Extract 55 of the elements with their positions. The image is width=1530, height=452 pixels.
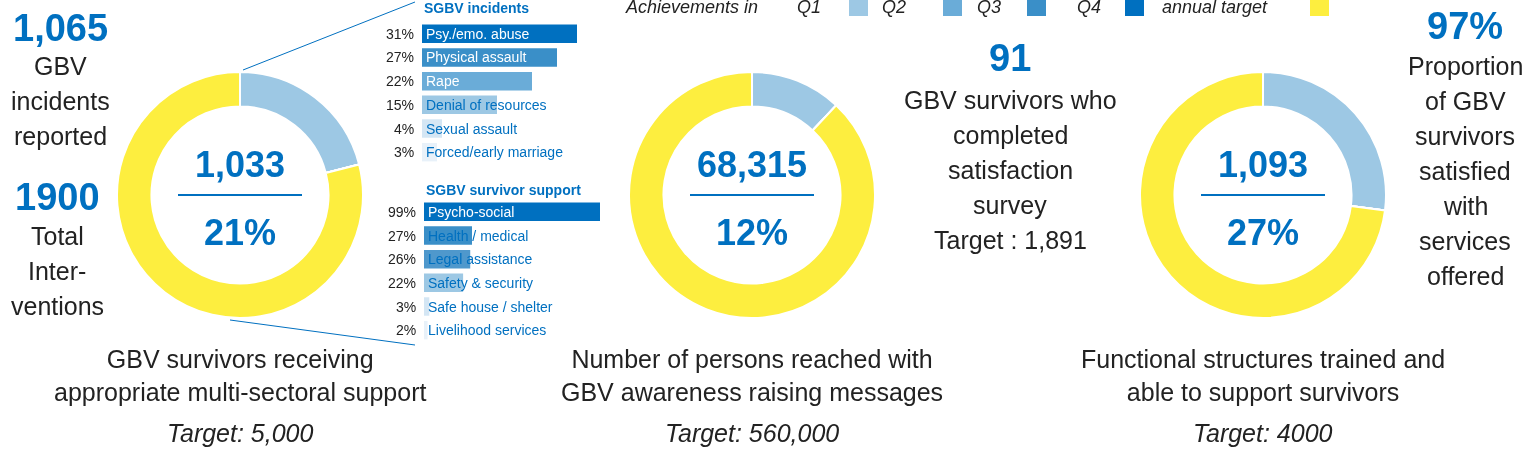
text: Total Inter- ventions: [11, 222, 105, 320]
y-tick-label: Rape: [426, 73, 460, 89]
text: Target: 5,000: [167, 419, 314, 447]
data-label: 22%: [388, 275, 417, 291]
data-label: 99%: [388, 204, 417, 220]
text: Target: 4000: [1193, 419, 1333, 447]
legend-label: Q3: [977, 0, 1002, 17]
text: GBV incidents reported: [11, 52, 110, 150]
y-tick-label: Sexual assault: [426, 121, 518, 137]
y-tick-label: Livelihood services: [428, 322, 547, 338]
text: Number of persons reached with GBV awareness raising messages: [561, 345, 944, 406]
text: 12%: [716, 212, 789, 253]
text: GBV survivors who completed satisfaction survey: [904, 86, 1117, 219]
data-label: 3%: [394, 144, 415, 160]
data-label: 2%: [396, 322, 417, 338]
data-label: 15%: [386, 97, 415, 113]
text: GBV survivors receiving appropriate multi-sectoral support: [54, 345, 427, 406]
text: Target : 1,891: [934, 226, 1087, 254]
donut-slice: [1139, 71, 1387, 319]
text: 1,033: [195, 144, 286, 185]
text: Functional structures trained and able to support survivors: [1081, 345, 1446, 406]
y-tick-label: Health / medical: [428, 228, 529, 244]
text: 1900: [15, 176, 100, 218]
legend-title: Achievements in: [625, 0, 759, 17]
legend-label: Q4: [1077, 0, 1102, 17]
legend-label: annual target: [1162, 0, 1269, 17]
legend-label: Q2: [882, 0, 907, 17]
chart-title: SGBV incidents: [424, 0, 530, 16]
text: 91: [989, 37, 1032, 79]
text: 97%: [1427, 5, 1504, 47]
data-label: 3%: [396, 299, 417, 315]
y-tick-label: Safe house / shelter: [428, 299, 553, 315]
bar: [424, 297, 430, 316]
text: 1,065: [13, 7, 109, 49]
data-label: 4%: [394, 121, 415, 137]
text: 68,315: [697, 144, 808, 185]
legend-label: Q1: [797, 0, 822, 17]
data-label: 22%: [386, 73, 415, 89]
data-label: 26%: [388, 251, 417, 267]
data-label: 27%: [386, 49, 415, 65]
text: 21%: [204, 212, 277, 253]
text: Target: 560,000: [665, 419, 840, 447]
y-tick-label: Psy./emo. abuse: [426, 26, 530, 42]
data-label: 31%: [386, 26, 415, 42]
donut-slice: [116, 71, 364, 319]
donut-slice: [628, 71, 876, 319]
text: 1,093: [1218, 144, 1309, 185]
text: Proportion of GBV survivors satisfied with services offered: [1408, 52, 1524, 290]
text: 27%: [1227, 212, 1300, 253]
y-tick-label: Forced/early marriage: [426, 144, 564, 160]
y-tick-label: Psycho-social: [428, 204, 515, 220]
y-tick-label: Physical assault: [426, 49, 527, 65]
chart-title: SGBV survivor support: [426, 182, 582, 198]
y-tick-label: Denial of resources: [426, 97, 547, 113]
data-label: 27%: [388, 228, 417, 244]
